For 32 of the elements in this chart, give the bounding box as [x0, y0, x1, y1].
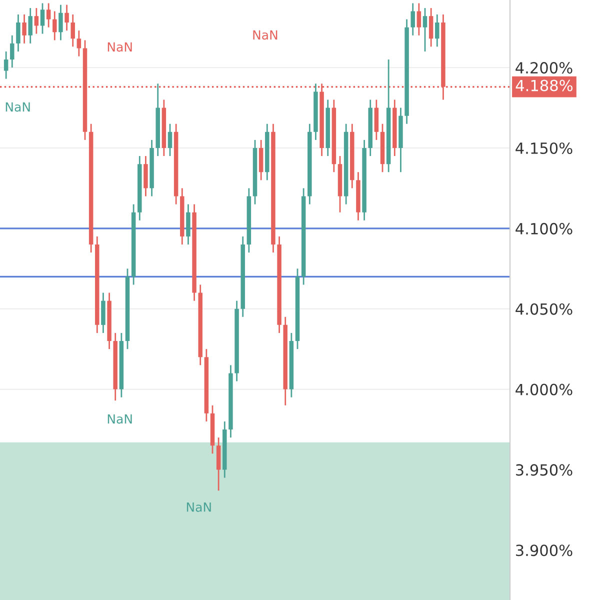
- candlestick: [410, 2, 415, 36]
- y-tick-label: 3.950%: [516, 464, 572, 476]
- candlestick: [52, 10, 57, 41]
- candlestick: [422, 7, 428, 52]
- candlestick: [40, 2, 45, 34]
- annotation: NaN: [108, 414, 132, 424]
- candlestick: [428, 7, 434, 48]
- ref-line-label: 4.188%: [516, 80, 573, 92]
- annotation: NaN: [253, 30, 278, 40]
- candlestick: [46, 2, 51, 28]
- y-tick-label: 4.200%: [516, 62, 572, 74]
- candlestick: [64, 4, 69, 32]
- candlestick: [22, 14, 26, 44]
- candlestick: [16, 14, 20, 52]
- y-tick-label: 3.900%: [516, 544, 572, 556]
- annotation: NaN: [186, 502, 211, 512]
- candlestick: [58, 4, 63, 41]
- y-tick-label: 4.100%: [516, 222, 572, 234]
- candlestick: [76, 30, 82, 57]
- y-tick-label: 4.150%: [516, 142, 572, 154]
- annotation: NaN: [6, 102, 30, 112]
- candlestick: [435, 14, 440, 48]
- candlestick: [70, 14, 75, 48]
- candlestick: [34, 7, 39, 34]
- candlestick: [168, 123, 172, 157]
- y-tick-label: 4.000%: [516, 384, 572, 396]
- annotation: NaN: [108, 42, 132, 52]
- y-tick-label: 4.050%: [516, 303, 572, 315]
- candlestick: [4, 50, 8, 80]
- candlestick: [28, 7, 32, 44]
- candlestick: [416, 2, 422, 36]
- candlestick: [10, 34, 14, 68]
